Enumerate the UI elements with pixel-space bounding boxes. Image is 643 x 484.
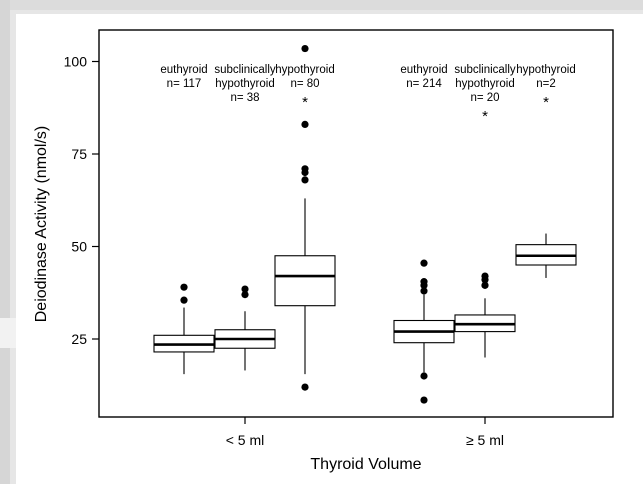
significance-marker: * [302, 94, 308, 111]
status-label: hypothyroid [215, 78, 274, 90]
n-count-label: n= 38 [230, 92, 259, 104]
n-count-label: n= 80 [290, 78, 319, 90]
left-edge-strip [0, 0, 10, 484]
y-axis: 25 50 75 100 [64, 54, 99, 347]
box-subclinically-hypothyroid [214, 285, 276, 371]
n-count-label: n=2 [536, 78, 556, 90]
box-hypothyroid [274, 44, 336, 391]
box-hypothyroid [515, 233, 577, 278]
status-label: euthyroid [400, 64, 447, 76]
y-axis-label: Deiodinase Activity (nmol/s) [33, 126, 50, 323]
outlier-point [301, 165, 309, 173]
box-euthyroid [153, 283, 215, 375]
status-label: hypothyroid [275, 64, 334, 76]
significance-marker: * [543, 94, 549, 111]
box-series [153, 44, 577, 404]
page-background-strip [0, 0, 643, 10]
y-tick-label: 100 [64, 54, 88, 70]
n-count-label: n= 117 [167, 78, 202, 90]
outlier-point [420, 287, 428, 295]
status-label: subclinically [214, 64, 276, 76]
outlier-point [180, 296, 188, 304]
n-count-label: n= 214 [406, 78, 442, 90]
outlier-point [481, 281, 489, 289]
y-tick-label: 75 [71, 146, 87, 162]
status-label: hypothyroid [455, 78, 514, 90]
n-count-label: n= 20 [470, 92, 499, 104]
status-label: subclinically [454, 64, 516, 76]
outlier-point [301, 44, 309, 53]
box-euthyroid [393, 259, 455, 404]
x-axis-label: Thyroid Volume [310, 456, 421, 473]
x-axis: < 5 ml ≥ 5 ml [226, 417, 504, 448]
outlier-point [301, 120, 309, 128]
outlier-point [420, 372, 428, 380]
outlier-point [420, 396, 428, 404]
box-iqr [274, 255, 336, 307]
outlier-point [180, 283, 188, 291]
x-tick-label: ≥ 5 ml [466, 432, 504, 448]
outlier-point [481, 272, 489, 280]
status-label: hypothyroid [516, 64, 575, 76]
x-tick-label: < 5 ml [226, 432, 265, 448]
outlier-point [241, 285, 249, 293]
outlier-point [301, 383, 309, 391]
y-tick-label: 50 [71, 239, 87, 255]
outlier-point [241, 291, 249, 299]
y-tick-label: 25 [71, 331, 87, 347]
outlier-point [420, 259, 428, 267]
outlier-point [301, 176, 309, 184]
plot-frame [98, 29, 614, 418]
significance-marker: * [482, 108, 488, 125]
status-label: euthyroid [160, 64, 207, 76]
box-subclinically-hypothyroid [454, 272, 516, 358]
outlier-point [420, 278, 428, 286]
